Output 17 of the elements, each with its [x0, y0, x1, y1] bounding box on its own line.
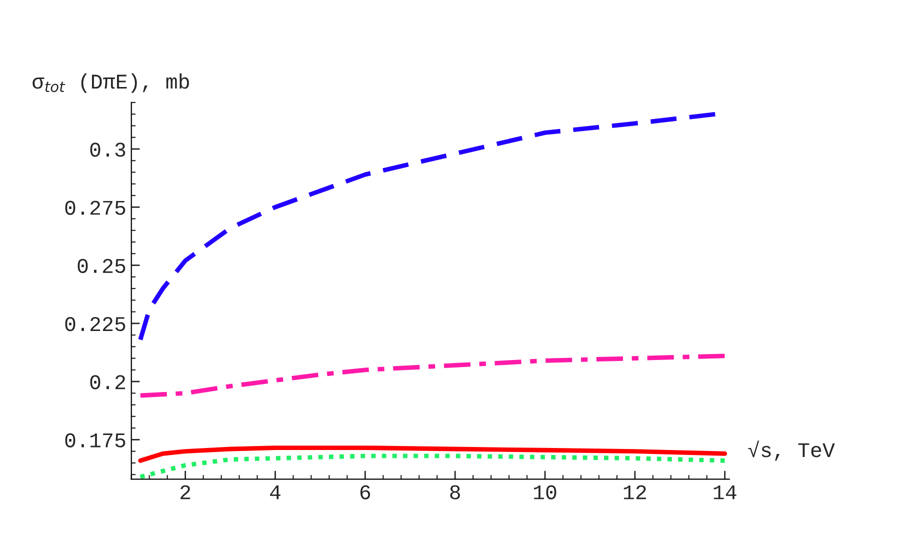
- y-tick-label: 0.275: [65, 200, 126, 215]
- x-tick-label: 12: [624, 485, 646, 500]
- y-tick-label: 0.2: [90, 375, 126, 390]
- x-tick-label: 10: [534, 485, 556, 500]
- y-tick-label: 0.225: [65, 317, 126, 332]
- x-tick-label: 6: [360, 485, 370, 500]
- line-series: [138, 446, 728, 463]
- x-tick-label: 14: [714, 485, 736, 500]
- y-tick-label: 0.175: [65, 433, 126, 448]
- y-tick-label: 0.25: [78, 258, 126, 274]
- x-tick-label: 2: [180, 485, 190, 500]
- x-tick-label: 4: [270, 485, 280, 500]
- y-tick-label: 0.3: [90, 142, 126, 157]
- y-axis-title: σ$_{tot}$ (DπE), mb: [32, 73, 189, 93]
- line-series: [138, 112, 718, 342]
- x-tick-label: 8: [450, 485, 460, 500]
- x-axis-title: √s, TeV: [748, 440, 835, 461]
